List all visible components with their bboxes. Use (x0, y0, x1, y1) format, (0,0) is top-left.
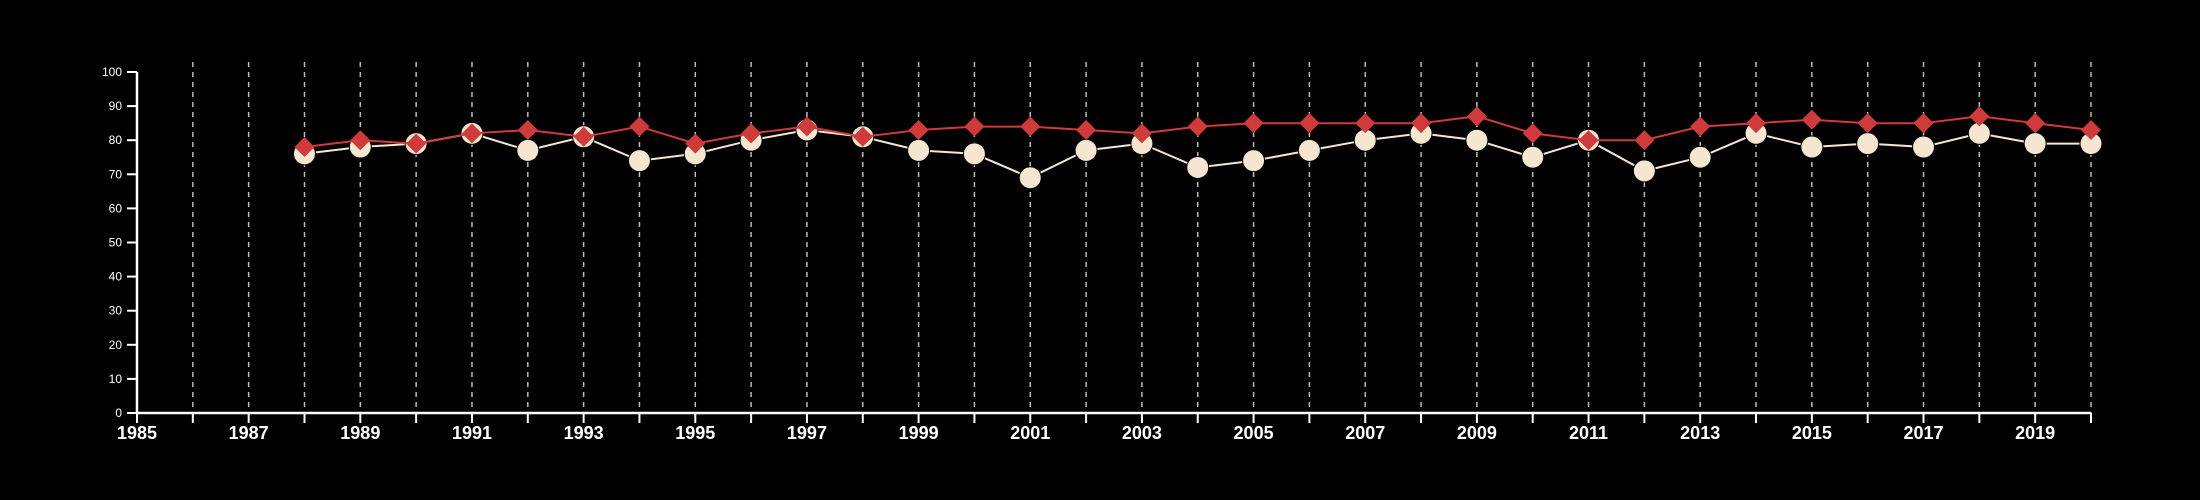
data-point-diamond-2010 (1522, 123, 1543, 144)
data-point-diamond-1988 (294, 137, 315, 158)
data-point-diamond-2002 (1076, 119, 1097, 140)
x-tick-label: 2001 (1010, 423, 1050, 443)
data-point-diamond-2004 (1187, 116, 1208, 137)
data-point-diamond-2007 (1355, 113, 1376, 134)
data-point-diamond-2019 (2025, 113, 2046, 134)
grid-lines (192, 62, 2092, 413)
y-tick-label: 0 (115, 406, 122, 420)
data-point-circle-2016 (1856, 132, 1880, 156)
data-point-circle-2012 (1632, 159, 1656, 183)
data-point-circle-1992 (516, 138, 540, 162)
x-tick-label: 2015 (1792, 423, 1832, 443)
data-point-circle-2002 (1074, 138, 1098, 162)
data-point-diamond-2005 (1243, 113, 1264, 134)
series-diamond (294, 106, 2101, 158)
data-point-diamond-1998 (852, 126, 873, 147)
data-point-circle-2000 (962, 142, 986, 166)
data-point-diamond-2009 (1466, 106, 1487, 127)
y-tick-label: 10 (109, 372, 123, 386)
data-point-circle-2005 (1242, 149, 1266, 173)
series (292, 106, 2103, 190)
y-tick-labels: 0 10 20 30 40 50 60 70 80 90 100 (102, 65, 122, 420)
y-tick-label: 80 (109, 133, 123, 147)
data-point-diamond-2013 (1690, 116, 1711, 137)
data-point-circle-1994 (627, 149, 651, 173)
x-tick-label: 1995 (675, 423, 715, 443)
data-point-circle-2001 (1018, 166, 1042, 190)
data-point-diamond-2015 (1801, 109, 1822, 130)
data-point-circle-2013 (1688, 145, 1712, 169)
data-point-diamond-2020 (2081, 119, 2101, 140)
x-tick-label: 2013 (1680, 423, 1720, 443)
data-point-diamond-2008 (1411, 113, 1432, 134)
x-tick-label: 2005 (1234, 423, 1274, 443)
data-point-diamond-2018 (1969, 106, 1990, 127)
x-tick-label: 2019 (2015, 423, 2055, 443)
y-tick-label: 20 (109, 338, 123, 352)
data-point-diamond-1995 (685, 133, 706, 154)
data-point-diamond-2006 (1299, 113, 1320, 134)
x-tick-label: 2011 (1569, 423, 1608, 443)
data-point-diamond-2000 (964, 116, 985, 137)
data-point-circle-2006 (1297, 138, 1321, 162)
data-point-diamond-2016 (1857, 113, 1878, 134)
y-tick-label: 70 (109, 167, 123, 181)
axes (127, 71, 2092, 423)
data-point-diamond-2012 (1634, 130, 1655, 151)
data-point-diamond-1996 (741, 123, 762, 144)
y-tick-label: 50 (109, 236, 123, 250)
data-point-circle-2017 (1912, 135, 1936, 159)
data-point-diamond-1999 (908, 119, 929, 140)
data-point-diamond-1993 (573, 126, 594, 147)
y-tick-label: 100 (102, 65, 122, 79)
x-tick-label: 2007 (1345, 423, 1385, 443)
data-point-circle-1999 (907, 138, 931, 162)
series-circle (292, 118, 2103, 190)
x-tick-label: 2009 (1457, 423, 1497, 443)
data-point-diamond-2017 (1913, 113, 1934, 134)
x-tick-labels: 1985 1987 1989 1991 1993 1995 1997 1999 2001 2003… (117, 423, 2055, 443)
data-point-circle-2004 (1186, 155, 1210, 179)
data-point-circle-2019 (2023, 132, 2047, 156)
data-point-diamond-2014 (1746, 113, 1767, 134)
data-point-diamond-1992 (517, 119, 538, 140)
data-point-diamond-1990 (406, 133, 427, 154)
data-point-diamond-2001 (1020, 116, 1041, 137)
data-point-diamond-1997 (796, 116, 817, 137)
x-tick-label: 1989 (340, 423, 380, 443)
x-tick-label: 1985 (117, 423, 157, 443)
data-point-diamond-1994 (629, 116, 650, 137)
y-tick-label: 30 (109, 304, 123, 318)
data-point-diamond-2003 (1131, 123, 1152, 144)
x-tick-label: 2017 (1903, 423, 1943, 443)
data-point-diamond-1989 (350, 130, 371, 151)
x-tick-label: 1991 (452, 423, 492, 443)
data-point-diamond-2011 (1578, 130, 1599, 151)
data-point-circle-2010 (1521, 145, 1545, 169)
x-tick-label: 1999 (899, 423, 939, 443)
x-tick-label: 1997 (787, 423, 827, 443)
data-point-diamond-1991 (461, 123, 482, 144)
y-tick-label: 40 (109, 270, 123, 284)
data-point-circle-2015 (1800, 135, 1824, 159)
x-tick-label: 1993 (564, 423, 604, 443)
y-tick-label: 90 (109, 99, 123, 113)
x-tick-label: 1987 (229, 423, 269, 443)
data-point-circle-2009 (1465, 128, 1489, 152)
x-tick-label: 2003 (1122, 423, 1162, 443)
y-tick-label: 60 (109, 201, 123, 215)
